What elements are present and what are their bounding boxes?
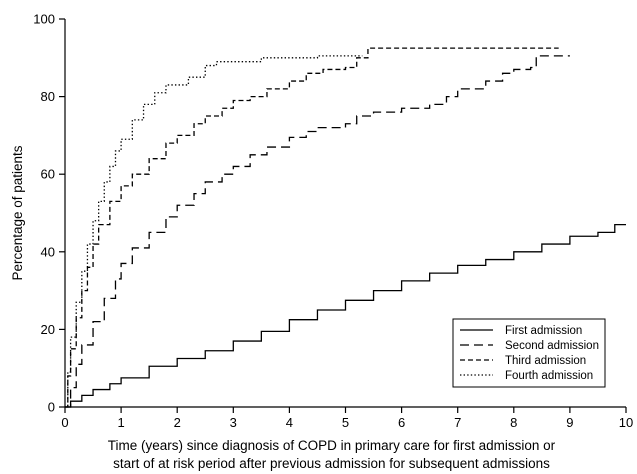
- x-tick-label: 0: [61, 415, 68, 430]
- y-tick-label: 100: [33, 12, 55, 27]
- x-tick-label: 8: [510, 415, 517, 430]
- legend-box: [452, 318, 606, 388]
- y-tick-label: 40: [41, 244, 55, 259]
- x-tick-label: 9: [566, 415, 573, 430]
- y-axis-title: Percentage of patients: [10, 145, 25, 280]
- x-tick-label: 5: [342, 415, 349, 430]
- legend-items: First admission Second admission Third adm…: [460, 325, 599, 382]
- series-line: [65, 47, 559, 408]
- x-tick-label: 4: [286, 415, 293, 430]
- series-line: [65, 55, 363, 408]
- y-tick-label: 80: [41, 89, 55, 104]
- legend: First admission Second admission Third adm…: [452, 318, 606, 388]
- x-tick-label: 1: [117, 415, 124, 430]
- legend-label: Fourth admission: [505, 370, 593, 382]
- series-line: [65, 55, 570, 408]
- series-layer: [65, 47, 626, 408]
- x-tick-label: 6: [398, 415, 405, 430]
- x-tick-label: 7: [454, 415, 461, 430]
- legend-label: First admission: [505, 325, 582, 337]
- y-tick-label: 20: [41, 322, 55, 337]
- x-tick-label: 10: [619, 415, 633, 430]
- x-ticks: 0 1 2 3 4 5 6 7 8 9 10: [61, 407, 633, 430]
- x-axis-title-line-1: Time (years) since diagnosis of COPD in …: [108, 438, 556, 453]
- legend-label: Second admission: [505, 340, 599, 352]
- y-ticks: 0 20 40 60 80 100: [33, 12, 65, 415]
- series-line: [65, 223, 626, 408]
- y-tick-label: 60: [41, 167, 55, 182]
- x-axis-title-line-2: start of at risk period after previous a…: [113, 456, 550, 471]
- y-tick-label: 0: [48, 400, 55, 415]
- x-tick-label: 2: [174, 415, 181, 430]
- legend-label: Third admission: [505, 355, 586, 367]
- x-tick-label: 3: [230, 415, 237, 430]
